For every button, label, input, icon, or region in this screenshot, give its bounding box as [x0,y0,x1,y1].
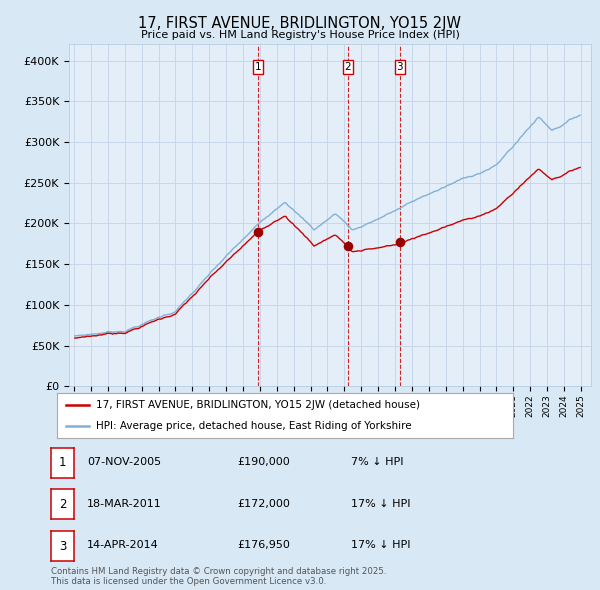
Text: Price paid vs. HM Land Registry's House Price Index (HPI): Price paid vs. HM Land Registry's House … [140,30,460,40]
Point [343,241,353,251]
Text: 1: 1 [254,62,261,72]
Text: 18-MAR-2011: 18-MAR-2011 [87,499,162,509]
Point [253,227,263,237]
Text: £190,000: £190,000 [237,457,290,467]
Text: £176,950: £176,950 [237,540,290,550]
Text: 17, FIRST AVENUE, BRIDLINGTON, YO15 2JW (detached house): 17, FIRST AVENUE, BRIDLINGTON, YO15 2JW … [96,400,420,410]
Text: Contains HM Land Registry data © Crown copyright and database right 2025.
This d: Contains HM Land Registry data © Crown c… [51,567,386,586]
Text: HPI: Average price, detached house, East Riding of Yorkshire: HPI: Average price, detached house, East… [96,421,412,431]
Point [395,238,405,247]
Text: 07-NOV-2005: 07-NOV-2005 [87,457,161,467]
Text: 1: 1 [59,456,66,470]
Text: 7% ↓ HPI: 7% ↓ HPI [351,457,404,467]
Text: 17% ↓ HPI: 17% ↓ HPI [351,540,410,550]
Text: 3: 3 [397,62,403,72]
Text: 17, FIRST AVENUE, BRIDLINGTON, YO15 2JW: 17, FIRST AVENUE, BRIDLINGTON, YO15 2JW [139,16,461,31]
Text: £172,000: £172,000 [237,499,290,509]
Text: 2: 2 [59,497,66,511]
Text: 3: 3 [59,539,66,553]
Text: 2: 2 [344,62,351,72]
Text: 17% ↓ HPI: 17% ↓ HPI [351,499,410,509]
Text: 14-APR-2014: 14-APR-2014 [87,540,159,550]
